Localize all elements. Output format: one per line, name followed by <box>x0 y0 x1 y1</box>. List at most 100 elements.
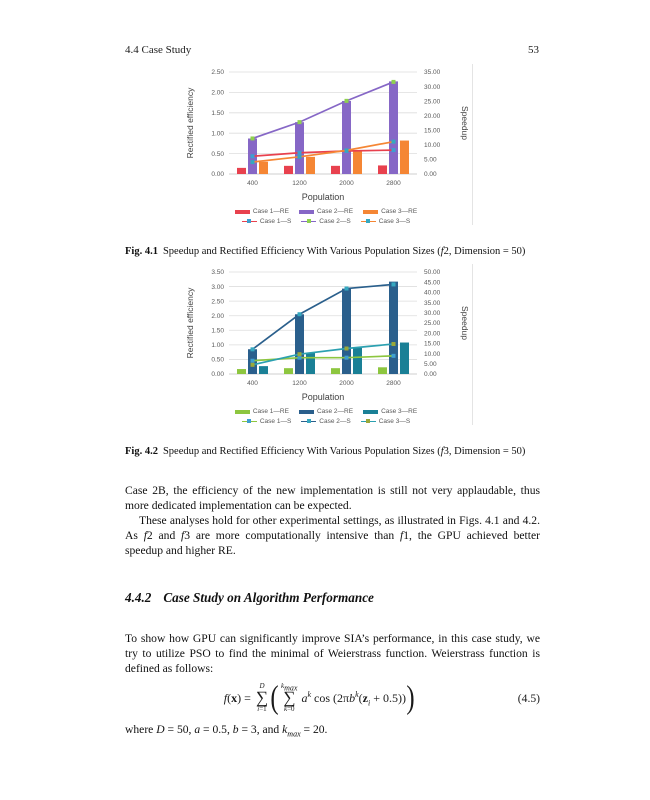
svg-text:2.00: 2.00 <box>211 90 224 97</box>
svg-text:Rectified efficiency: Rectified efficiency <box>185 87 195 158</box>
svg-text:0.50: 0.50 <box>211 357 224 364</box>
legend-row-lines: Case 1—S Case 2—S Case 3—S <box>241 418 411 425</box>
sum-lower-limit: i=1 <box>257 705 267 713</box>
svg-text:2.00: 2.00 <box>211 313 224 320</box>
legend-label: Case 2—S <box>319 218 351 225</box>
legend-item: Case 2—S <box>301 418 351 425</box>
svg-text:Population: Population <box>302 392 345 402</box>
svg-text:15.00: 15.00 <box>424 341 441 348</box>
legend-row-lines: Case 1—S Case 2—S Case 3—S <box>241 218 410 225</box>
svg-text:3.00: 3.00 <box>211 284 224 291</box>
bar-swatch <box>363 409 379 414</box>
svg-text:1200: 1200 <box>292 180 307 187</box>
legend-label: Case 1—S <box>259 218 292 225</box>
page-number: 53 <box>528 44 539 56</box>
svg-text:5.00: 5.00 <box>424 361 437 368</box>
paragraph-weierstrass: To show how GPU can significantly improv… <box>125 632 540 676</box>
svg-text:25.00: 25.00 <box>424 320 441 327</box>
svg-text:5.00: 5.00 <box>424 157 437 164</box>
svg-text:1.50: 1.50 <box>211 327 224 334</box>
legend-item: Case 1—S <box>241 218 292 225</box>
legend-item: Case 3—RE <box>363 208 417 215</box>
chart-legend-f2: Case 1—RE Case 2—RE Case 3—RE Case 1—S Case … <box>181 208 471 225</box>
legend-label: Case 2—S <box>319 418 351 425</box>
caption-text: Speedup and Rectified Efficiency With Va… <box>162 246 526 257</box>
line-swatch <box>360 419 376 424</box>
bar-swatch <box>234 209 250 214</box>
svg-text:35.00: 35.00 <box>424 69 441 76</box>
combo-chart-f2: 0.00 0.50 1.00 1.50 2.00 2.50 0.00 5.00 10.00 15.… <box>185 69 470 202</box>
marker-swatch <box>366 219 371 224</box>
legend-item: Case 2—RE <box>298 208 354 215</box>
svg-text:400: 400 <box>247 380 258 387</box>
figure-caption-4-1: Fig. 4.1 Speedup and Rectified Efficiency… <box>125 245 543 258</box>
equation-lhs: f(x) = <box>223 690 251 705</box>
combo-chart-f3: 0.00 0.50 1.00 1.50 2.00 2.50 3.00 3.50 0.00 5.00… <box>185 269 470 402</box>
running-header: 4.4 Case Study 53 <box>125 44 539 56</box>
legend-item: Case 3—S <box>360 218 410 225</box>
svg-text:25.00: 25.00 <box>424 98 441 105</box>
svg-text:2000: 2000 <box>339 180 354 187</box>
legend-label: Case 3—S <box>378 418 411 425</box>
svg-text:1.00: 1.00 <box>211 130 224 137</box>
svg-text:20.00: 20.00 <box>424 330 441 337</box>
marker-swatch <box>247 219 252 224</box>
svg-text:2800: 2800 <box>386 180 401 187</box>
svg-text:3.50: 3.50 <box>211 269 224 276</box>
legend-label: Case 1—S <box>259 418 292 425</box>
equation-number: (4.5) <box>517 691 540 705</box>
paragraph-case2b: Case 2B, the efficiency of the new imple… <box>125 484 540 513</box>
svg-text:30.00: 30.00 <box>424 310 441 317</box>
legend-label: Case 2—RE <box>316 208 354 215</box>
svg-text:50.00: 50.00 <box>424 269 441 276</box>
svg-text:35.00: 35.00 <box>424 300 441 307</box>
bar-swatch <box>363 209 379 214</box>
marker-swatch <box>247 419 252 424</box>
open-paren: ( <box>270 680 279 716</box>
legend-label: Case 1—RE <box>252 408 289 415</box>
outer-sum: D ∑ i=1 <box>256 683 268 713</box>
legend-row-bars: Case 1—RE Case 2—RE Case 3—RE <box>234 208 417 215</box>
svg-text:0.00: 0.00 <box>424 371 437 378</box>
svg-text:0.00: 0.00 <box>424 171 437 178</box>
svg-text:30.00: 30.00 <box>424 84 441 91</box>
svg-text:10.00: 10.00 <box>424 351 441 358</box>
svg-text:15.00: 15.00 <box>424 127 441 134</box>
sigma-glyph: ∑ <box>255 688 269 707</box>
line-swatch <box>301 219 317 224</box>
svg-text:2000: 2000 <box>339 380 354 387</box>
legend-item: Case 1—RE <box>234 408 289 415</box>
svg-text:2.50: 2.50 <box>211 69 224 76</box>
marker-swatch <box>306 219 311 224</box>
svg-text:1.00: 1.00 <box>211 342 224 349</box>
section-breadcrumb: 4.4 Case Study <box>125 44 192 56</box>
legend-item: Case 3—S <box>360 418 411 425</box>
section-heading-4-4-2: 4.4.2 Case Study on Algorithm Performanc… <box>125 590 540 605</box>
caption-text: Speedup and Rectified Efficiency With Va… <box>162 446 526 457</box>
legend-item: Case 1—RE <box>234 208 289 215</box>
svg-text:2.50: 2.50 <box>211 298 224 305</box>
marker-swatch <box>306 419 311 424</box>
bar-swatch <box>298 409 314 414</box>
line-swatch <box>301 419 317 424</box>
svg-text:Rectified efficiency: Rectified efficiency <box>185 287 195 358</box>
sigma-glyph: ∑ <box>283 688 296 707</box>
legend-item: Case 3—RE <box>363 408 417 415</box>
line-swatch <box>241 419 257 424</box>
line-swatch <box>241 219 257 224</box>
svg-text:2800: 2800 <box>386 380 401 387</box>
svg-text:1.50: 1.50 <box>211 110 224 117</box>
equation-body: f(x) = D ∑ i=1 ( kmax ∑ k=0 ak cos (2πbk… <box>125 680 514 716</box>
sum-upper-limit: kmax <box>281 682 298 693</box>
svg-text:0.00: 0.00 <box>211 171 224 178</box>
section-title: Case Study on Algorithm Performance <box>163 590 374 605</box>
section-number: 4.4.2 <box>125 590 152 605</box>
figure-4-1: 0.00 0.50 1.00 1.50 2.00 2.50 0.00 5.00 10.00 15.… <box>181 64 473 225</box>
figure-4-2: 0.00 0.50 1.00 1.50 2.00 2.50 3.00 3.50 0.00 5.00… <box>181 264 473 425</box>
line-swatch <box>360 219 376 224</box>
equation-term: ak cos (2πbk(zi + 0.5)) <box>301 689 406 707</box>
marker-swatch <box>366 419 371 424</box>
legend-item: Case 1—S <box>241 418 292 425</box>
sum-lower-limit: k=0 <box>283 705 295 713</box>
